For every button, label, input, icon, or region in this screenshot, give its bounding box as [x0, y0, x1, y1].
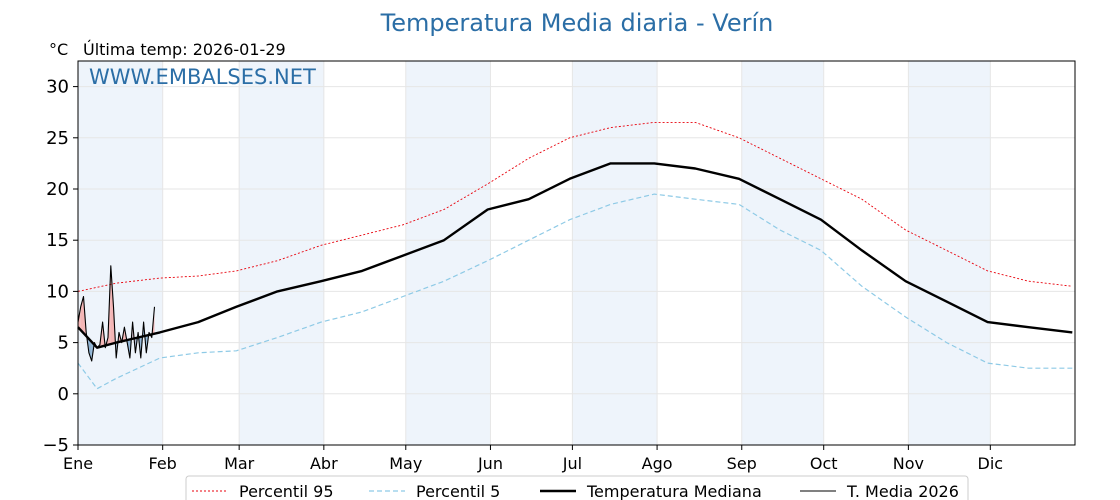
y-tick-label: −5 [42, 435, 69, 456]
x-tick-label-mar: Mar [224, 454, 255, 473]
legend-label-percentil-5: Percentil 5 [416, 482, 500, 500]
series-line-percentil-95 [77, 121, 1073, 292]
x-tick-label-jun: Jun [477, 454, 503, 473]
unit-label: °C [49, 40, 68, 59]
legend-label-t-media-2026: T. Media 2026 [846, 482, 959, 500]
x-tick-label-jul: Jul [562, 454, 582, 473]
x-tick-label-oct: Oct [810, 454, 838, 473]
watermark: WWW.EMBALSES.NET [89, 65, 316, 89]
y-axis: −5 0 5 10 15 20 25 30 [42, 77, 78, 456]
series-line-t-media-2026 [77, 265, 156, 362]
y-tick-label: 10 [46, 281, 69, 302]
x-tick-label-nov: Nov [893, 454, 924, 473]
legend: Percentil 95 Percentil 5 Temperatura Media… [185, 475, 969, 500]
x-tick-label-sep: Sep [727, 454, 757, 473]
x-tick-label-ene: Ene [63, 454, 93, 473]
month-band-sep [741, 61, 824, 445]
x-tick-label-ago: Ago [642, 454, 673, 473]
below-median-fill [88, 338, 92, 362]
month-band-mar [239, 61, 324, 445]
last-temp-label: Última temp: 2026-01-29 [83, 40, 286, 59]
series-lines [77, 121, 1073, 390]
month-band-nov [908, 61, 991, 445]
x-tick-label-dic: Dic [978, 454, 1004, 473]
series-line-percentil-5 [77, 193, 1073, 390]
month-bands [78, 61, 991, 445]
legend-label-percentil-95: Percentil 95 [239, 482, 334, 500]
legend-box [185, 475, 969, 500]
y-tick-label: 0 [58, 384, 69, 405]
x-tick-label-abr: Abr [310, 454, 338, 473]
series-line-temperatura-mediana [77, 162, 1073, 349]
month-band-ene [78, 61, 163, 445]
y-tick-label: 15 [46, 230, 69, 251]
y-tick-label: 5 [58, 333, 69, 354]
month-band-may [405, 61, 491, 445]
chart-title: Temperatura Media diaria - Verín [380, 9, 774, 37]
y-tick-label: 20 [46, 179, 69, 200]
y-tick-label: 30 [46, 77, 69, 98]
x-tick-label-feb: Feb [149, 454, 177, 473]
y-tick-label: 25 [46, 128, 69, 149]
legend-label-temperatura-mediana: Temperatura Mediana [586, 482, 762, 500]
x-tick-label-may: May [389, 454, 422, 473]
above-median-fill [110, 265, 114, 345]
x-axis: Ene Feb Mar Abr May Jun Jul Ago Sep Oct Nov Dic [63, 445, 1003, 473]
month-band-jul [572, 61, 658, 445]
plot-frame [77, 60, 1076, 446]
